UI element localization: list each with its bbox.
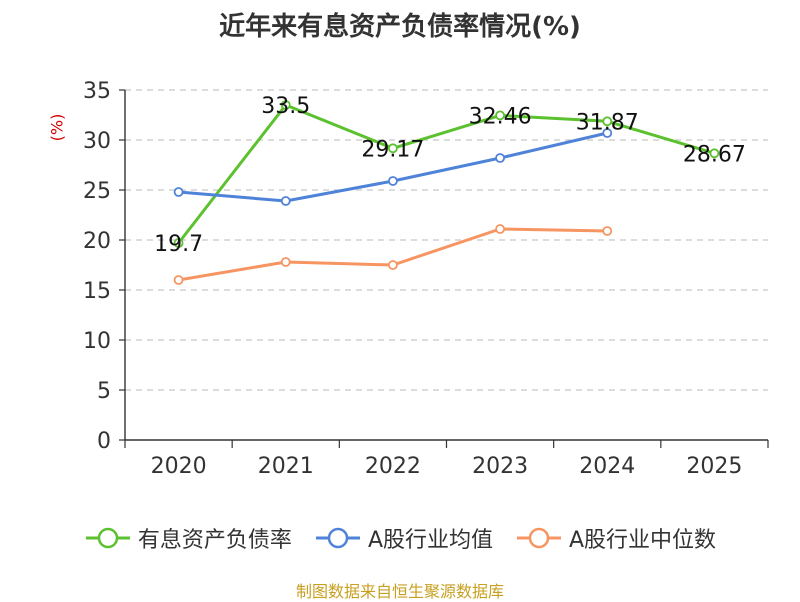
y-tick-label: 5 [97, 379, 111, 404]
data-label: 28.67 [683, 142, 746, 167]
data-point [280, 257, 291, 267]
y-tick-label: 35 [83, 79, 111, 104]
series-line [177, 103, 715, 244]
legend-label: A股行业均值 [367, 528, 493, 553]
data-label: 33.5 [261, 94, 310, 119]
data-point [602, 128, 613, 138]
legend-label: 有息资产负债率 [137, 528, 292, 553]
legend-circle [528, 527, 550, 549]
data-point [280, 100, 291, 110]
data-point [173, 238, 184, 248]
chart-title: 近年来有息资产负债率情况(%) [219, 12, 581, 42]
x-tick-label: 2020 [151, 454, 207, 479]
legend: 有息资产负债率 A股行业均值 A股行业中位数 [0, 518, 800, 558]
data-point [709, 148, 720, 159]
legend-label: A股行业中位数 [569, 528, 717, 553]
legend-item[interactable]: 有息资产负债率 [84, 522, 292, 554]
legend-circle [327, 527, 349, 549]
x-tick-label: 2025 [686, 454, 742, 479]
y-tick-label: 15 [83, 279, 111, 304]
legend-line-marker-icon [517, 527, 561, 549]
data-label: 19.7 [154, 232, 203, 257]
data-point [388, 176, 398, 186]
x-tick-label: 2024 [579, 454, 635, 479]
data-point [495, 224, 505, 234]
y-tick-label: 30 [83, 129, 111, 154]
x-tick-label: 2022 [365, 454, 421, 479]
data-label: 31.87 [576, 110, 639, 135]
y-tick-label: 10 [83, 329, 111, 354]
y-tick-label: 20 [83, 229, 111, 254]
data-point [280, 196, 291, 206]
data-point [388, 143, 398, 154]
x-tick-label: 2023 [472, 454, 528, 479]
y-tick-label: 25 [83, 179, 111, 204]
legend-line-marker-icon [315, 527, 360, 549]
series-line [178, 227, 608, 282]
legend-item[interactable]: A股行业均值 [314, 522, 493, 554]
data-label: 32.46 [469, 104, 532, 129]
legend-item[interactable]: A股行业中位数 [515, 522, 716, 554]
data-point [495, 153, 505, 163]
y-tick-label: 0 [97, 429, 111, 454]
legend-circle [97, 527, 119, 549]
data-point [602, 116, 613, 127]
data-point [173, 187, 184, 197]
data-source: 制图数据来自恒生聚源数据库 [295, 582, 504, 601]
x-tick-label: 2021 [258, 454, 314, 479]
data-point [495, 110, 505, 121]
data-point [173, 275, 184, 285]
data-point [602, 226, 613, 236]
legend-line-marker-icon [85, 527, 130, 549]
data-point [388, 260, 398, 270]
data-label: 29.17 [361, 137, 424, 162]
